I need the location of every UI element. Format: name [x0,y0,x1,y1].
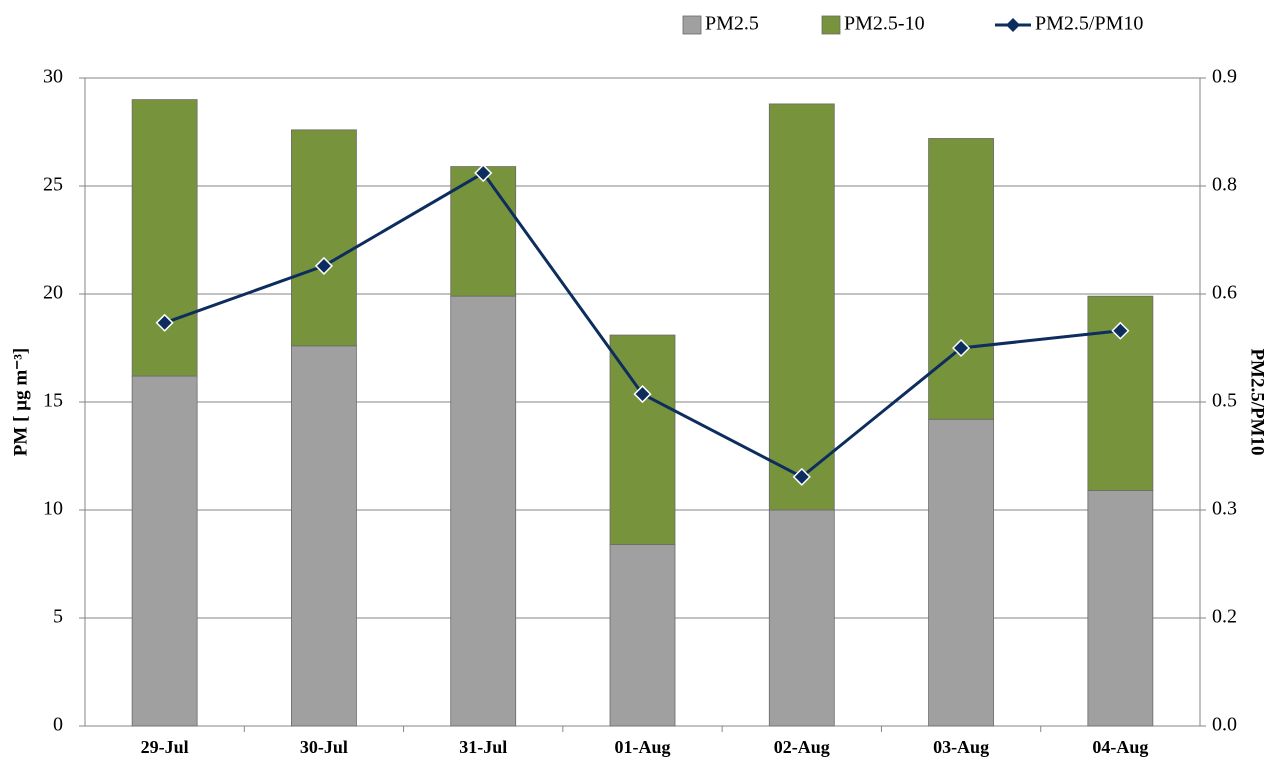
legend-marker [1006,18,1020,32]
legend-label: PM2.5/PM10 [1035,13,1143,35]
bar-segment [928,138,994,420]
y-tick-label: 20 [43,282,63,304]
y-tick-label: 10 [43,498,63,520]
legend-swatch [821,15,841,35]
bar-segment [131,375,198,727]
ratio-marker [952,338,971,358]
y2-tick-label: 0.6 [1212,282,1237,304]
ratio-marker [314,256,333,275]
legend-swatch [682,15,702,35]
x-tick-label: 03-Aug [933,737,989,757]
bar-segment [291,129,357,347]
x-tick-label: 29-Jul [141,737,189,757]
y2-tick-label: 0.0 [1212,714,1237,736]
y-tick-label: 30 [43,66,63,88]
bar-segment [1087,490,1154,727]
y2-tick-label: 0.3 [1212,498,1237,520]
y2-tick-label: 0.5 [1212,390,1237,412]
y2-tick-label: 0.2 [1212,606,1237,628]
y-tick-label: 25 [43,174,63,196]
legend-label: PM2.5-10 [844,13,925,35]
ratio-marker [155,313,174,332]
bar-segment [768,103,835,511]
x-tick-label: 02-Aug [774,737,830,757]
bar-segment [450,295,517,727]
x-tick-label: 04-Aug [1092,737,1148,757]
bar-segment [609,544,676,727]
y-tick-label: 0 [53,714,63,736]
y2-axis-label: PM2.5/PM10 [1247,348,1268,455]
x-tick-label: 01-Aug [614,737,670,757]
bar-segment [928,418,994,727]
y-tick-label: 5 [53,606,63,628]
ratio-marker [633,385,652,404]
ratio-marker [792,467,811,486]
bar-segment [291,345,357,727]
x-tick-label: 31-Jul [459,737,507,757]
y2-tick-label: 0.8 [1212,174,1237,196]
ratio-marker [1111,321,1130,340]
y-tick-label: 15 [43,390,63,412]
bar-segment [609,334,676,545]
bar-segment [768,509,835,727]
bar-segment [131,99,198,377]
y2-tick-label: 0.9 [1212,66,1237,88]
x-tick-label: 30-Jul [300,737,348,757]
y-axis-label: PM [ µg m⁻³] [10,348,31,456]
bar-segment [450,166,517,297]
ratio-marker [474,163,493,183]
legend-label: PM2.5 [705,13,759,35]
